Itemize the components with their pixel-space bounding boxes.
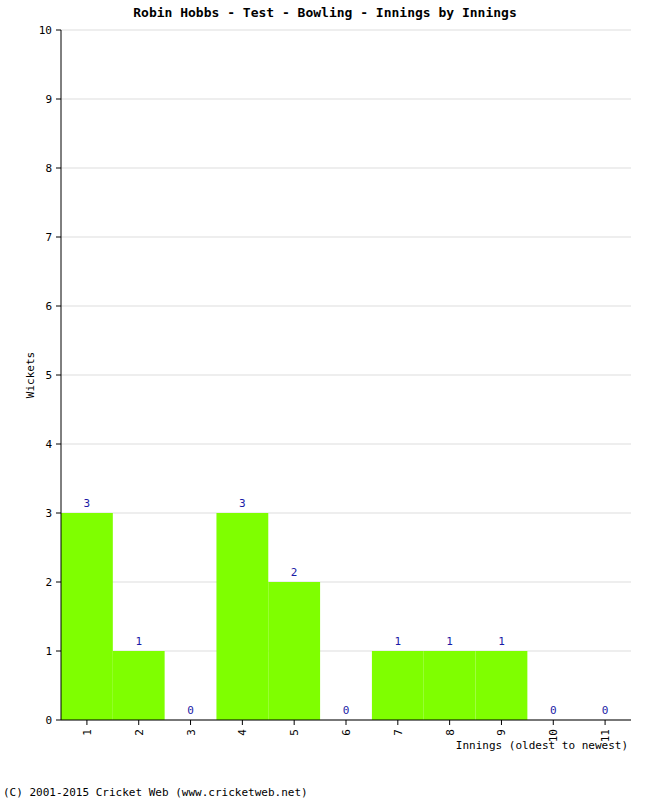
x-tick [86, 720, 87, 725]
x-tick [605, 720, 606, 725]
data-label: 1 [135, 635, 142, 648]
y-tick-label: 2 [45, 576, 52, 589]
x-tick [190, 720, 191, 725]
x-tick-label: 6 [340, 729, 353, 736]
y-tick-label: 6 [45, 300, 52, 313]
y-tick-label: 4 [45, 438, 52, 451]
x-tick-label: 4 [236, 729, 249, 736]
x-tick [242, 720, 243, 725]
x-tick-label: 9 [495, 729, 508, 736]
bar [216, 513, 268, 720]
y-axis-label: Wickets [24, 352, 37, 398]
grid-line [61, 375, 631, 376]
bar [113, 651, 165, 720]
y-tick [56, 168, 61, 169]
data-label: 3 [239, 497, 246, 510]
y-tick-label: 9 [45, 93, 52, 106]
x-tick [553, 720, 554, 725]
footer: (C) 2001-2015 Cricket Web (www.cricketwe… [3, 786, 308, 799]
x-tick [449, 720, 450, 725]
data-label: 0 [550, 704, 557, 717]
data-label: 1 [446, 635, 453, 648]
x-tick-label: 2 [133, 729, 146, 736]
chart: Robin Hobbs - Test - Bowling - Innings b… [0, 0, 650, 800]
y-tick [56, 582, 61, 583]
y-tick [56, 720, 61, 721]
y-tick-label: 7 [45, 231, 52, 244]
grid-line [61, 513, 631, 514]
x-tick-label: 1 [81, 729, 94, 736]
grid-line [61, 99, 631, 100]
y-tick-label: 3 [45, 507, 52, 520]
x-tick-label: 3 [185, 729, 198, 736]
grid-line [61, 30, 631, 31]
grid-line [61, 237, 631, 238]
x-tick [138, 720, 139, 725]
y-tick [56, 375, 61, 376]
y-tick-label: 8 [45, 162, 52, 175]
y-tick-label: 0 [45, 714, 52, 727]
y-tick [56, 237, 61, 238]
bar [372, 651, 424, 720]
grid-line [61, 582, 631, 583]
data-label: 0 [187, 704, 194, 717]
data-label: 1 [395, 635, 402, 648]
x-tick-label: 7 [392, 729, 405, 736]
y-tick [56, 444, 61, 445]
y-tick [56, 99, 61, 100]
y-tick-label: 1 [45, 645, 52, 658]
bars [61, 513, 527, 720]
grid-line [61, 306, 631, 307]
y-axis [61, 30, 62, 720]
grid-line [61, 168, 631, 169]
y-tick-label: 10 [39, 24, 52, 37]
data-label: 0 [343, 704, 350, 717]
x-tick [397, 720, 398, 725]
data-label: 3 [84, 497, 91, 510]
bar [268, 582, 320, 720]
y-tick [56, 30, 61, 31]
bar [61, 513, 113, 720]
x-tick [346, 720, 347, 725]
data-label: 0 [602, 704, 609, 717]
y-tick [56, 306, 61, 307]
x-axis-label: Innings (oldest to newest) [456, 739, 628, 752]
bar [476, 651, 528, 720]
grid-line [61, 444, 631, 445]
x-tick-label: 8 [444, 729, 457, 736]
y-tick-label: 5 [45, 369, 52, 382]
x-tick [501, 720, 502, 725]
x-tick [294, 720, 295, 725]
y-tick [56, 513, 61, 514]
bar [424, 651, 476, 720]
title: Robin Hobbs - Test - Bowling - Innings b… [133, 5, 517, 20]
data-label: 1 [498, 635, 505, 648]
y-tick [56, 651, 61, 652]
x-tick-label: 5 [288, 729, 301, 736]
data-label: 2 [291, 566, 298, 579]
